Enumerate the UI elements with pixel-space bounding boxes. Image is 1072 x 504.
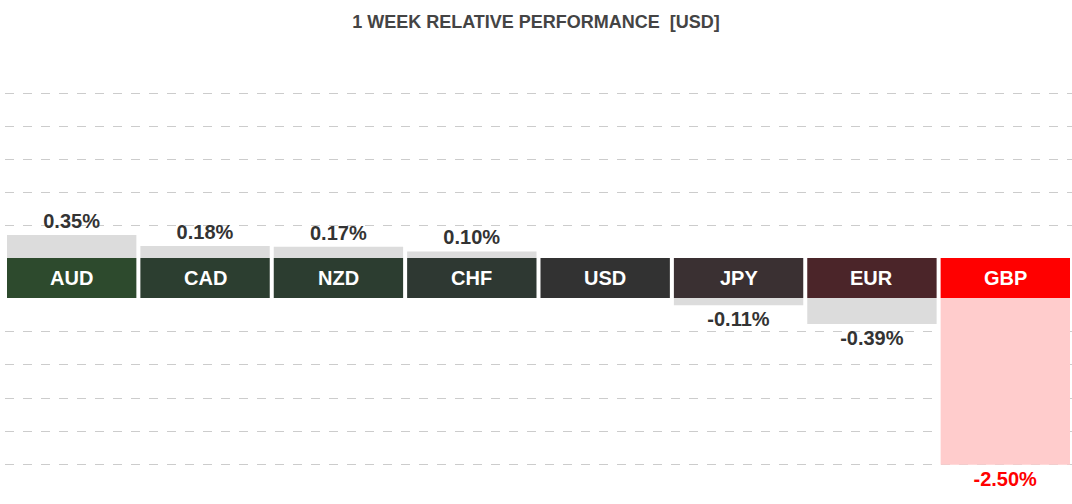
svg-text:-0.39%: -0.39% [840,327,904,349]
svg-text:JPY: JPY [720,267,758,289]
svg-text:NZD: NZD [318,267,359,289]
svg-text:EUR: EUR [850,267,893,289]
svg-text:0.18%: 0.18% [177,221,234,243]
svg-text:GBP: GBP [984,267,1027,289]
svg-text:0.10%: 0.10% [443,226,500,248]
svg-text:-0.11%: -0.11% [707,308,769,330]
svg-text:1 WEEK RELATIVE PERFORMANCE [: 1 WEEK RELATIVE PERFORMANCE [USD] [352,12,720,32]
svg-text:CHF: CHF [451,267,492,289]
svg-text:USD: USD [584,267,626,289]
svg-text:0.17%: 0.17% [310,222,367,244]
svg-text:0.35%: 0.35% [43,210,100,232]
svg-text:CAD: CAD [184,267,227,289]
svg-text:-2.50%: -2.50% [974,468,1038,490]
svg-text:AUD: AUD [50,267,93,289]
